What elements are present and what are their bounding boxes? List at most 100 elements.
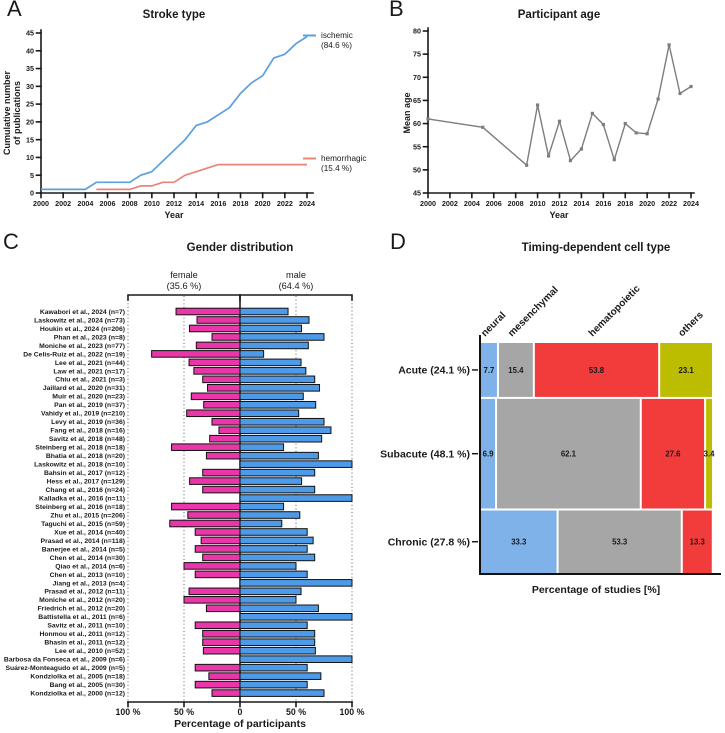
data-point (568, 159, 573, 163)
male-bar (239, 392, 304, 401)
y-tick-label: 20 (26, 117, 34, 126)
y-tick-label: 25 (26, 100, 34, 109)
female-bar (171, 502, 241, 511)
female-bar (202, 468, 241, 477)
male-bar (239, 307, 289, 316)
female-bar (202, 646, 241, 655)
female-bar (190, 392, 241, 401)
male-bar (239, 384, 321, 392)
study-label: Bhatia et al., 2018 (n=20) (46, 453, 125, 460)
hemorrhagic-line (96, 163, 307, 191)
y-tick-label: 35 (26, 64, 34, 73)
y-tick-label: 75 (413, 50, 421, 59)
study-label: Moniche et al., 2023 (n=77) (39, 343, 125, 350)
mosaic-cell-neural (481, 510, 557, 573)
column-label-hematopoietic: hematopoietic (587, 283, 643, 339)
panel-a: A Stroke type Cumulative number of publi… (2, 0, 367, 220)
x-tick-label: 2000 (33, 199, 49, 208)
male-bar (239, 460, 353, 468)
study-label: Prasad et al., 2014 (n=118) (41, 538, 125, 545)
x-tick-label: 2020 (255, 199, 271, 208)
male-bar (239, 375, 316, 384)
female-bar (202, 485, 241, 494)
mosaic-cell-neural (481, 398, 496, 509)
panel-c-plot: Kawabori et al., 2024 (n=7)Laskowitz et … (4, 294, 365, 717)
male-bar (239, 333, 325, 341)
study-label: Steinberg et al., 2016 (n=18) (35, 504, 125, 511)
study-label: Phan et al., 2023 (n=8) (54, 334, 125, 341)
male-header: male (286, 270, 306, 280)
male-bar (239, 638, 316, 647)
panel-c: C Gender distribution female (35.6 %) ma… (3, 229, 365, 730)
male-bar (239, 485, 316, 494)
male-bar (239, 655, 353, 663)
female-bar (202, 553, 241, 562)
female-bar (209, 434, 241, 443)
study-label: Fang et al., 2018 (n=16) (50, 428, 125, 435)
legend-ischemic-pct: (84.6 %) (321, 41, 352, 50)
study-label: Kondziolka et al., 2005 (n=18) (30, 674, 125, 681)
x-tick-label: 50 % (174, 707, 194, 717)
male-bar (239, 502, 285, 511)
male-bar (239, 612, 353, 621)
male-bar (239, 434, 323, 443)
x-tick-label: 2006 (100, 199, 116, 208)
y-tick-label: 70 (413, 73, 421, 82)
y-tick-label: 15 (26, 135, 34, 144)
female-bar (194, 528, 241, 536)
female-bar (186, 409, 241, 418)
male-bar (239, 536, 314, 545)
x-tick-label: 2016 (595, 199, 611, 208)
data-point (557, 119, 562, 123)
female-bar (189, 477, 241, 485)
y-tick-label: 65 (413, 96, 421, 105)
x-tick-label: 2008 (122, 199, 138, 208)
study-label: Moniche et al., 2012 (n=20) (39, 597, 125, 604)
female-bar (196, 316, 241, 324)
panel-a-title: Stroke type (143, 9, 206, 21)
data-point (667, 43, 671, 47)
y-tick-label: 80 (413, 27, 421, 36)
cell-value: 62.1 (561, 450, 577, 459)
study-label: Chen et al., 2014 (n=30) (50, 555, 125, 562)
study-label: Pan et al., 2019 (n=37) (54, 402, 125, 409)
female-bar (202, 629, 241, 638)
female-bar (194, 621, 241, 630)
panel-a-ylabel-line1: Cumulative number (2, 70, 12, 155)
female-bar (194, 570, 241, 579)
mosaic-cell-hematopoietic (641, 398, 705, 509)
x-tick-label: 50 % (286, 707, 306, 717)
male-bar (239, 672, 322, 680)
panel-c-letter: C (3, 229, 19, 254)
study-label: Suárez-Monteagudo et al., 2009 (n=5) (5, 665, 125, 672)
male-bar (239, 443, 285, 451)
panel-a-plot: 0 5 10 15 20 25 30 35 40 45 2000 2002 2004 2006 2008 20… (26, 29, 316, 208)
x-tick-label: 2010 (144, 199, 160, 208)
study-label: Jaillard et al., 2020 (n=31) (43, 385, 125, 392)
male-bar (239, 511, 301, 519)
female-bar (194, 663, 241, 672)
male-bar (239, 519, 283, 528)
panel-b-letter: B (389, 0, 404, 21)
mosaic-cell-hematopoietic (534, 343, 659, 397)
panel-c-title: Gender distribution (187, 242, 294, 254)
data-point (656, 97, 660, 101)
x-tick-label: 2016 (210, 199, 226, 208)
x-tick-label: 2002 (442, 199, 458, 208)
data-point (535, 103, 540, 107)
axis-line (40, 29, 314, 194)
cell-value: 15.4 (508, 366, 524, 375)
study-label: Steinberg et al., 2018 (n=18) (35, 445, 125, 452)
male-bar (239, 409, 300, 418)
study-label: Qiao et al., 2014 (n=6) (55, 563, 125, 570)
female-bar (203, 400, 241, 409)
data-point (579, 147, 584, 151)
x-tick-label: 100 % (340, 707, 365, 717)
study-label: Kondziolka et al., 2000 (n=12) (30, 691, 125, 698)
column-label-others: others (676, 309, 706, 339)
female-bar (183, 562, 241, 570)
female-bar (211, 333, 241, 341)
x-tick-label: 2024 (299, 199, 315, 208)
data-point (612, 158, 616, 162)
